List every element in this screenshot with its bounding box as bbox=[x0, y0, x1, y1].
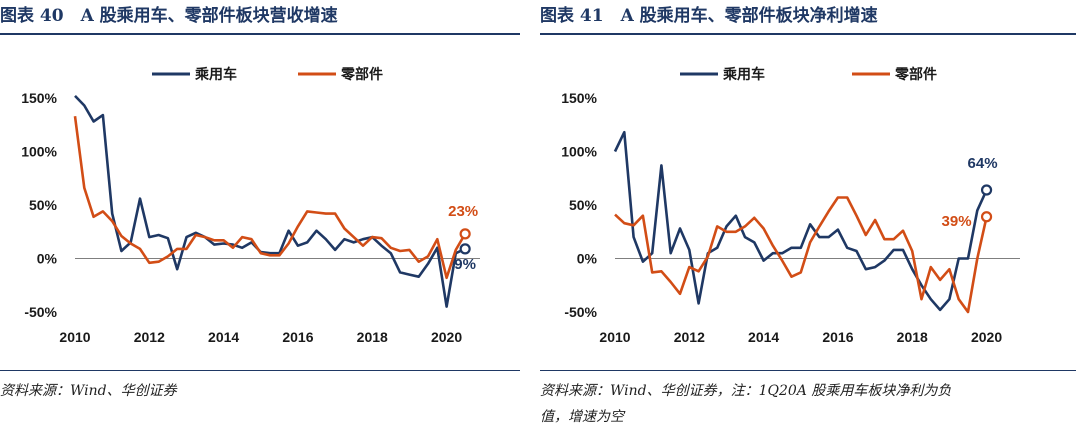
legend-label: 零部件 bbox=[340, 66, 383, 83]
legend-label: 乘用车 bbox=[194, 66, 237, 83]
data-label: 64% bbox=[968, 155, 998, 172]
y-tick-label: 100% bbox=[21, 144, 57, 160]
x-tick-label: 2020 bbox=[971, 329, 1002, 345]
source-note: 资料来源：Wind、华创证券，注：1Q20A 股乘用车板块净利为负 值，增速为空 bbox=[540, 378, 951, 430]
source-rule bbox=[0, 370, 520, 371]
series-end-marker bbox=[459, 228, 471, 240]
legend-label: 乘用车 bbox=[722, 66, 765, 83]
y-tick-label: 50% bbox=[569, 197, 598, 213]
legend-label: 零部件 bbox=[894, 66, 937, 83]
x-tick-label: 2020 bbox=[431, 329, 462, 345]
series-end-marker bbox=[980, 184, 993, 196]
data-label: 23% bbox=[448, 203, 478, 220]
x-tick-label: 2016 bbox=[822, 329, 853, 345]
chart-panel-fig41: 图表 41 A 股乘用车、零部件板块净利增速 150% 100% 50% 0% -50%… bbox=[540, 0, 1076, 439]
y-tick-label: 150% bbox=[21, 90, 57, 106]
series-line bbox=[74, 94, 466, 308]
source-rule bbox=[540, 370, 1076, 371]
figure-title: 图表 41 A 股乘用车、零部件板块净利增速 bbox=[540, 6, 878, 26]
x-tick-label: 2018 bbox=[897, 329, 928, 345]
data-label: 9% bbox=[454, 256, 476, 273]
series-end-marker bbox=[459, 243, 471, 255]
y-tick-label: 50% bbox=[29, 197, 58, 213]
chart-panel-fig40: 图表 40 A 股乘用车、零部件板块营收增速 150% 100% 50% 0% -50%… bbox=[0, 0, 520, 439]
y-tick-label: 100% bbox=[561, 144, 597, 160]
x-tick-label: 2010 bbox=[59, 329, 90, 345]
x-tick-label: 2016 bbox=[282, 329, 313, 345]
figure-title: 图表 40 A 股乘用车、零部件板块营收增速 bbox=[0, 6, 338, 26]
series-line bbox=[73, 116, 467, 280]
source-line: 值，增速为空 bbox=[540, 409, 624, 425]
x-tick-label: 2014 bbox=[748, 329, 779, 345]
x-tick-label: 2012 bbox=[674, 329, 705, 345]
chart-fig40: 150% 100% 50% 0% -50%2010 2012 2014 2016 2018 202… bbox=[21, 66, 480, 345]
x-tick-label: 2014 bbox=[208, 329, 239, 345]
data-label: 39% bbox=[942, 213, 972, 230]
y-tick-label: 0% bbox=[37, 251, 58, 267]
series-end-marker bbox=[980, 211, 993, 223]
x-tick-label: 2012 bbox=[134, 329, 165, 345]
y-tick-label: 150% bbox=[561, 90, 597, 106]
x-tick-label: 2010 bbox=[599, 329, 630, 345]
series-line bbox=[614, 196, 988, 314]
source-line: 资料来源：Wind、华创证券 bbox=[0, 383, 177, 399]
chart-fig41: 150% 100% 50% 0% -50%2010 2012 2014 2016 2018 202… bbox=[561, 66, 1020, 345]
y-tick-label: -50% bbox=[564, 304, 597, 320]
title-rule bbox=[540, 33, 1076, 35]
title-rule bbox=[0, 33, 520, 35]
y-tick-label: 0% bbox=[577, 251, 598, 267]
source-note: 资料来源：Wind、华创证券 bbox=[0, 378, 177, 404]
source-line: 资料来源：Wind、华创证券，注：1Q20A 股乘用车板块净利为负 bbox=[540, 383, 952, 399]
y-tick-label: -50% bbox=[24, 304, 57, 320]
x-tick-label: 2018 bbox=[357, 329, 388, 345]
